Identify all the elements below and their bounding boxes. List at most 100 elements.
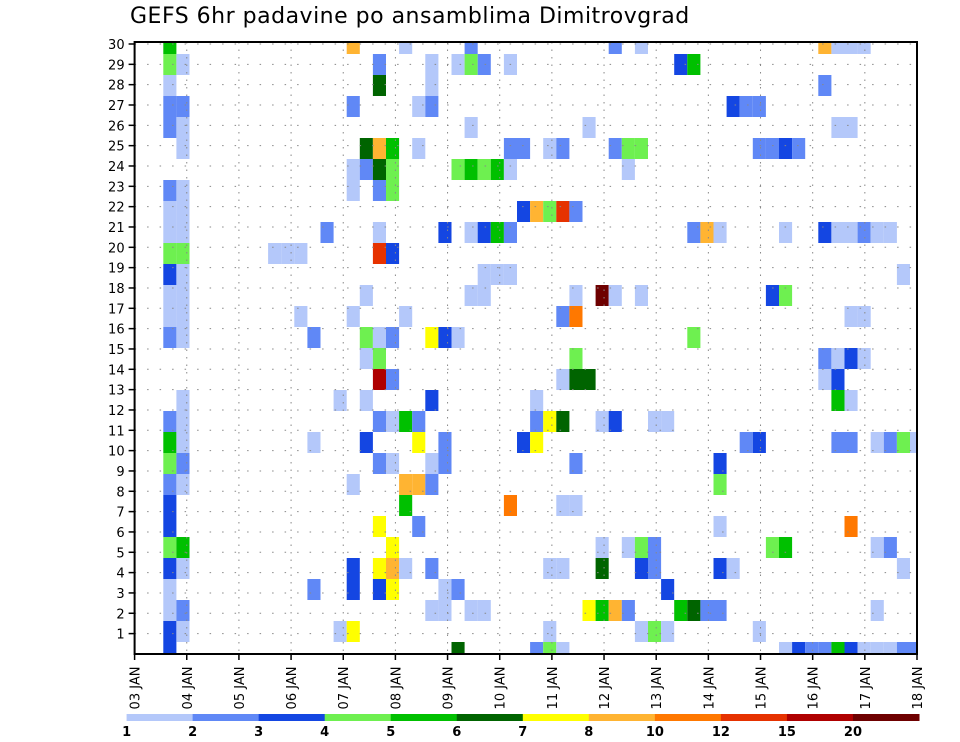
x-tick-label: 06 JAN — [285, 667, 300, 710]
heatmap-cell — [726, 558, 740, 579]
heatmap-cell — [163, 600, 177, 621]
heatmap-cell — [896, 642, 910, 654]
heatmap-cell — [372, 369, 386, 390]
heatmap-cell — [268, 243, 282, 264]
heatmap-cell — [569, 306, 583, 327]
heatmap-cell — [281, 243, 295, 264]
heatmap-cell — [608, 138, 622, 159]
heatmap-cell — [359, 159, 373, 180]
heatmap-cell — [438, 327, 452, 348]
heatmap-cell — [779, 285, 793, 306]
plot-frame — [133, 41, 919, 655]
heatmap-cell — [163, 201, 177, 222]
x-tick-label: 09 JAN — [442, 667, 457, 710]
heatmap-cell — [517, 138, 531, 159]
y-tick-label: 27 — [108, 99, 125, 114]
colorbar-segment — [126, 714, 194, 721]
y-tick-label: 4 — [116, 567, 124, 582]
heatmap-cell — [307, 579, 321, 600]
heatmap-cell — [608, 285, 622, 306]
heatmap-cell — [752, 432, 766, 453]
heatmap-cell — [176, 453, 190, 474]
heatmap-cell — [451, 327, 465, 348]
heatmap-cell — [176, 201, 190, 222]
heatmap-cell — [687, 327, 701, 348]
heatmap-cell — [503, 222, 517, 243]
heatmap-cell — [582, 369, 596, 390]
y-tick-label: 30 — [108, 38, 125, 53]
heatmap-cell — [608, 411, 622, 432]
heatmap-cell — [556, 306, 570, 327]
heatmap-cell — [176, 180, 190, 201]
heatmap-cell — [438, 432, 452, 453]
colorbar-label: 10 — [646, 725, 664, 740]
heatmap-cell — [700, 222, 714, 243]
heatmap-cell — [621, 537, 635, 558]
heatmap-cell — [543, 558, 557, 579]
heatmap-cell — [779, 138, 793, 159]
y-tick-label: 18 — [108, 282, 125, 297]
heatmap-cell — [857, 42, 871, 54]
heatmap-cell — [634, 621, 648, 642]
heatmap-cell — [844, 348, 858, 369]
heatmap-cell — [713, 558, 727, 579]
heatmap-cell — [425, 54, 439, 75]
heatmap-cell — [896, 264, 910, 285]
heatmap-cell — [713, 222, 727, 243]
heatmap-cell — [595, 600, 609, 621]
y-tick-label: 16 — [108, 323, 125, 338]
colorbar-label: 7 — [518, 725, 527, 740]
heatmap-cell — [477, 285, 491, 306]
heatmap-cell — [372, 453, 386, 474]
heatmap-cell — [844, 642, 858, 654]
heatmap-cell — [176, 96, 190, 117]
heatmap-cell — [359, 432, 373, 453]
heatmap-cell — [569, 369, 583, 390]
heatmap-cell — [372, 54, 386, 75]
y-tick-label: 28 — [108, 79, 125, 94]
colorbar-label: 2 — [188, 725, 197, 740]
heatmap-cell — [386, 243, 400, 264]
heatmap-cell — [176, 138, 190, 159]
heatmap-cell — [687, 222, 701, 243]
heatmap-cell — [818, 369, 832, 390]
heatmap-cell — [582, 600, 596, 621]
x-tick-label: 07 JAN — [337, 667, 352, 710]
heatmap-cell — [399, 558, 413, 579]
heatmap-cell — [805, 642, 819, 654]
heatmap-cell — [713, 516, 727, 537]
y-tick-label: 12 — [108, 404, 125, 419]
heatmap-cell — [176, 243, 190, 264]
heatmap-cell — [556, 369, 570, 390]
heatmap-cell — [359, 348, 373, 369]
heatmap-cell — [700, 600, 714, 621]
heatmap-cell — [490, 222, 504, 243]
heatmap-cell — [163, 474, 177, 495]
heatmap-cell — [870, 600, 884, 621]
heatmap-cell — [372, 180, 386, 201]
heatmap-cell — [543, 621, 557, 642]
heatmap-cell — [372, 222, 386, 243]
heatmap-cell — [831, 390, 845, 411]
heatmap-cell — [818, 75, 832, 96]
heatmap-cell — [477, 54, 491, 75]
heatmap-cell — [844, 222, 858, 243]
heatmap-cell — [451, 642, 465, 654]
colorbar-segment — [654, 714, 722, 721]
heatmap-cell — [831, 117, 845, 138]
x-tick-label: 18 JAN — [911, 667, 926, 710]
heatmap-cell — [883, 642, 897, 654]
x-tick-label: 15 JAN — [755, 667, 770, 710]
y-tick-label: 8 — [116, 485, 124, 500]
heatmap-cell — [634, 558, 648, 579]
x-tick-label: 03 JAN — [129, 667, 144, 710]
heatmap-cell — [792, 642, 806, 654]
heatmap-cell — [386, 369, 400, 390]
heatmap-cell — [490, 264, 504, 285]
heatmap-cell — [163, 516, 177, 537]
heatmap-cell — [556, 642, 570, 654]
heatmap-cell — [163, 42, 177, 54]
y-tick-label: 26 — [108, 119, 125, 134]
heatmap-cell — [779, 642, 793, 654]
heatmap-cell — [634, 138, 648, 159]
